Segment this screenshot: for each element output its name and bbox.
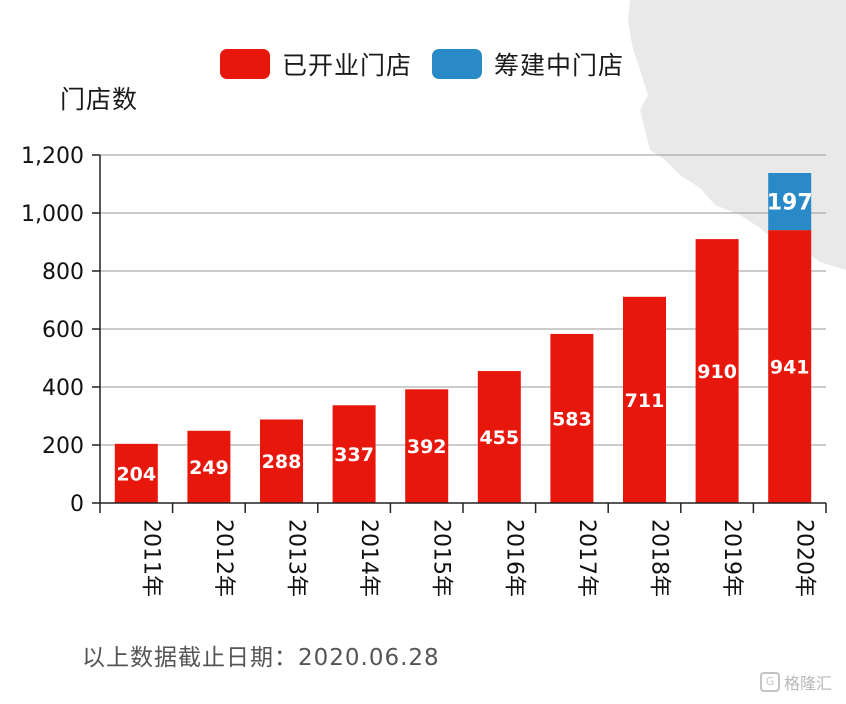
data-label: 941 — [770, 357, 810, 379]
legend-item-opened: 已开业门店 — [220, 46, 412, 82]
watermark-text: 格隆汇 — [783, 674, 832, 693]
y-tick-label: 400 — [42, 376, 84, 401]
x-tick-label: 2015年 — [429, 519, 454, 597]
x-tick-label: 2013年 — [284, 519, 309, 597]
legend-label-opened: 已开业门店 — [282, 51, 413, 80]
x-tick-label: 2014年 — [356, 519, 381, 597]
bars — [114, 172, 812, 504]
labels: 204 249 288 337 392 455 583 711 910 941 197 — [116, 191, 812, 486]
x-tick-label: 2016年 — [501, 519, 526, 597]
data-label: 583 — [552, 408, 592, 430]
legend-swatch-opened — [220, 49, 270, 79]
legend-item-building: 筹建中门店 — [432, 46, 624, 82]
bar-opened — [623, 296, 666, 503]
data-label: 711 — [625, 390, 665, 412]
legend-label-building: 筹建中门店 — [494, 51, 625, 80]
watermark: G 格隆汇 — [759, 670, 832, 694]
legend-swatch-building — [432, 49, 482, 79]
y-tick-label: 1,000 — [21, 202, 84, 227]
bar-opened — [187, 430, 231, 503]
data-label: 197 — [767, 191, 813, 216]
y-tick-label: 1,200 — [21, 144, 84, 169]
y-tick-label: 0 — [70, 492, 84, 517]
bar-opened — [768, 230, 812, 504]
axes: 0 200 400 600 800 1,000 1,200 2011年 2012年 2013年 20… — [21, 144, 827, 597]
watermark-logo-icon: G — [759, 672, 780, 692]
data-label: 337 — [334, 444, 374, 466]
data-label: 392 — [407, 436, 447, 458]
bar-opened — [695, 239, 739, 503]
y-tick-label: 200 — [42, 434, 84, 459]
data-label: 204 — [116, 463, 156, 485]
data-label: 910 — [697, 361, 737, 383]
bar-building — [768, 172, 812, 231]
x-tick-label: 2020年 — [792, 519, 817, 597]
data-label: 249 — [189, 457, 229, 479]
y-axis-label: 门店数 — [60, 85, 139, 114]
bar-opened — [405, 389, 449, 503]
bar-opened — [260, 419, 303, 503]
bar-opened — [550, 333, 594, 503]
bar-opened — [477, 371, 521, 503]
x-tick-label: 2011年 — [138, 519, 163, 597]
x-tick-label: 2017年 — [574, 519, 599, 597]
x-tick-label: 2019年 — [719, 519, 744, 597]
y-tick-label: 600 — [42, 318, 84, 343]
y-tick-label: 800 — [42, 260, 84, 285]
x-tick-label: 2018年 — [647, 519, 672, 597]
footnote: 以上数据截止日期：2020.06.28 — [82, 645, 440, 671]
bar-opened — [332, 405, 376, 503]
bar-opened — [114, 443, 158, 503]
data-label: 288 — [262, 451, 302, 473]
x-tick-label: 2012年 — [211, 519, 236, 597]
data-label: 455 — [479, 427, 519, 449]
